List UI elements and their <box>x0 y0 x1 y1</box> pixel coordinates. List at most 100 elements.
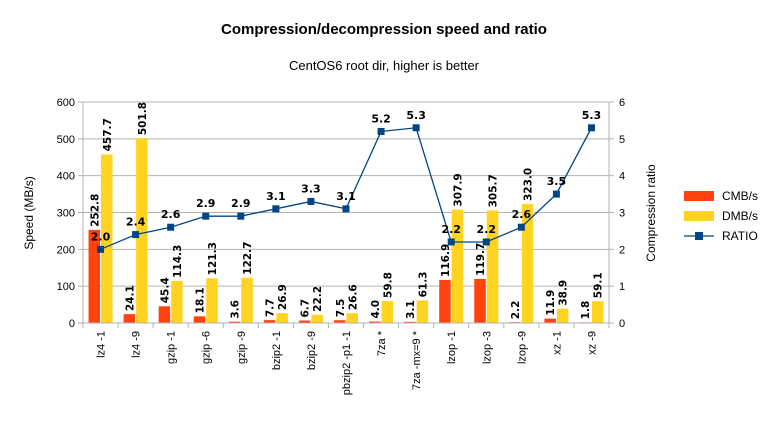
bar-value-label: 26.9 <box>277 284 289 310</box>
bar-value-label: 11.9 <box>545 290 557 316</box>
gridlines <box>83 101 609 324</box>
ratio-value-label: 5.3 <box>406 109 426 122</box>
bar-value-label: 3.1 <box>405 300 417 319</box>
bar-cmb-s <box>228 321 241 323</box>
ratio-value-label: 2.0 <box>91 230 111 243</box>
bar-dmb-s <box>381 300 394 323</box>
bar-value-label: 24.1 <box>124 285 136 311</box>
ratio-value-label: 2.2 <box>477 223 497 236</box>
x-tick-label: lz4 -1 <box>96 331 108 358</box>
ratio-value-label: 2.6 <box>161 208 181 221</box>
bar-value-label: 38.9 <box>558 280 570 306</box>
bar-cmb-s <box>158 306 171 323</box>
x-tick-label: bzip2 -9 <box>306 331 318 370</box>
x-tick-label: lzop -9 <box>516 331 528 364</box>
bar-dmb-s <box>486 210 499 323</box>
bar-dmb-s <box>136 138 148 323</box>
bar-cmb-s <box>369 321 381 323</box>
legend-marker <box>695 232 703 240</box>
bar-value-label: 323.0 <box>523 168 535 201</box>
x-tick-label: lz4 -9 <box>131 331 143 358</box>
ratio-point <box>202 212 210 220</box>
ratio-point <box>377 127 385 135</box>
bar-dmb-s <box>556 308 569 323</box>
y2-tick-label: 4 <box>619 171 625 183</box>
bar-value-label: 3.6 <box>230 300 242 319</box>
bar-cmb-s <box>404 321 416 323</box>
ratio-line <box>97 124 595 253</box>
bar-cmb-s <box>88 229 101 323</box>
bar-cmb-s <box>193 316 206 323</box>
ratio-point <box>97 245 105 253</box>
ratio-value-label: 2.4 <box>126 216 146 229</box>
ratio-point <box>307 197 315 205</box>
x-tick-label: gzip -6 <box>201 331 213 364</box>
ratio-value-label: 3.1 <box>266 190 286 203</box>
x-tick-label: gzip -1 <box>166 331 178 364</box>
bar-value-label: 7.5 <box>335 299 347 318</box>
ratio-point <box>132 231 140 239</box>
bar-value-label: 501.8 <box>137 102 149 135</box>
y2-tick-label: 2 <box>619 244 625 256</box>
axes: 0 100 200 300 400 500 600 0 1 2 3 4 5 6 lz4 -1 lz4 -9 gz… <box>57 97 625 395</box>
x-tick-label: gzip -9 <box>236 331 248 364</box>
bar-value-label: 307.9 <box>452 173 464 206</box>
ratio-value-label: 2.2 <box>441 223 461 236</box>
ratio-point <box>167 223 175 231</box>
bar-dmb-s <box>171 280 183 323</box>
bar-value-label: 26.6 <box>347 284 359 310</box>
y-tick-label: 500 <box>57 134 75 146</box>
legend: CMB/s DMB/s RATIO <box>684 189 758 243</box>
bar-dmb-s <box>101 154 113 323</box>
y2-tick-label: 6 <box>619 97 625 109</box>
bar-cmb-s <box>439 279 451 323</box>
y2-tick-label: 3 <box>619 208 625 220</box>
ratio-value-label: 2.6 <box>512 208 532 221</box>
legend-swatch <box>684 191 714 201</box>
bar-cmb-s <box>298 320 311 323</box>
ratio-value-label: 5.2 <box>371 112 391 125</box>
bar-dmb-s <box>206 278 218 323</box>
bar-dmb-s <box>591 301 604 323</box>
bar-cmb-s <box>544 318 556 323</box>
bar-dmb-s <box>241 277 253 323</box>
bar-value-label: 59.1 <box>593 272 605 298</box>
bar-cmb-s <box>123 314 136 323</box>
bar-value-label: 7.7 <box>265 299 277 318</box>
bar-value-label: 114.3 <box>172 245 184 278</box>
y2-tick-label: 0 <box>619 318 625 330</box>
bar-dmb-s <box>521 204 534 323</box>
y-tick-label: 600 <box>57 97 75 109</box>
ratio-point <box>237 212 245 220</box>
y-tick-label: 300 <box>57 208 75 220</box>
ratio-point <box>447 238 455 246</box>
bar-dmb-s <box>451 209 464 323</box>
ratio-value-label: 3.5 <box>547 175 567 188</box>
legend-swatch <box>684 211 714 221</box>
y2-axis-label: Compression ratio <box>644 164 658 262</box>
ratio-point <box>517 223 525 231</box>
bar-value-label: 252.8 <box>89 194 101 227</box>
ratio-value-label: 3.1 <box>336 190 356 203</box>
bar-value-label: 22.2 <box>312 286 324 312</box>
ratio-value-label: 5.3 <box>582 109 602 122</box>
bar-cmb-s <box>263 320 276 323</box>
bar-value-label: 2.2 <box>510 301 522 320</box>
legend-label: CMB/s <box>722 189 758 203</box>
bar-value-label: 4.0 <box>370 300 382 319</box>
ratio-value-label: 3.3 <box>301 182 321 195</box>
bar-value-label: 6.7 <box>300 299 312 318</box>
bar-value-label: 457.7 <box>102 118 114 151</box>
x-tick-label: pbzip2 -p1 -1 <box>341 331 353 395</box>
bars <box>88 138 604 323</box>
y2-tick-label: 1 <box>619 281 625 293</box>
ratio-value-label: 2.9 <box>231 197 251 210</box>
ratio-point <box>587 124 595 132</box>
bar-cmb-s <box>334 320 346 323</box>
y-axis-label: Speed (MB/s) <box>22 176 36 249</box>
ratio-value-label: 2.9 <box>196 197 216 210</box>
bar-value-label: 305.7 <box>488 174 500 207</box>
bar-dmb-s <box>416 300 429 323</box>
y-tick-label: 0 <box>69 318 75 330</box>
